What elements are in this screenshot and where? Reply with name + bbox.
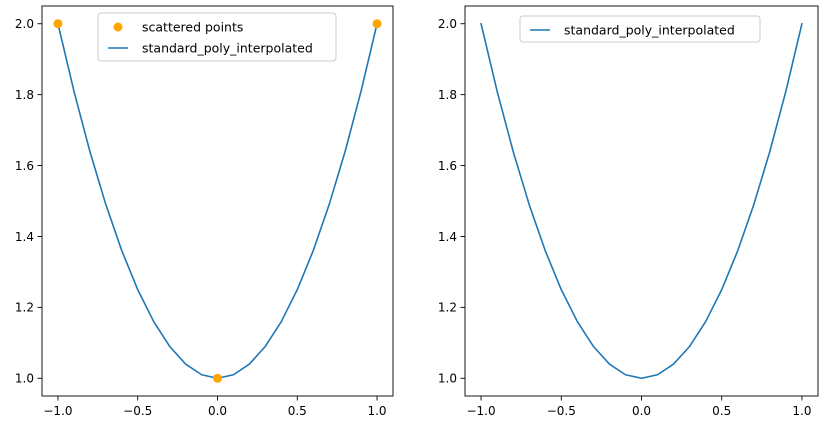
legend-entry-label: standard_poly_interpolated: [564, 23, 735, 38]
legend-entry-label: scattered points: [142, 20, 243, 35]
y-tick-label: 2.0: [15, 17, 34, 31]
legend: standard_poly_interpolated: [519, 15, 761, 43]
y-tick-label: 1.0: [15, 372, 34, 386]
series-line-1: [480, 22, 803, 380]
x-tick-label: 0.0: [632, 404, 651, 418]
y-tick-label: 1.4: [15, 230, 34, 244]
axes-frame: [464, 5, 819, 397]
y-tick-label: 1.6: [15, 159, 34, 173]
x-tick-label: 0.0: [208, 404, 227, 418]
legend-entry-label: standard_poly_interpolated: [142, 41, 313, 56]
x-tick-label: −0.5: [123, 404, 152, 418]
x-tick-label: 0.5: [288, 404, 307, 418]
legend-box: [97, 12, 337, 62]
x-tick-label: −0.5: [547, 404, 576, 418]
x-tick-label: 0.5: [712, 404, 731, 418]
y-tick-label: 1.6: [438, 159, 457, 173]
x-tick-label: 1.0: [792, 404, 811, 418]
y-tick-label: 1.2: [15, 301, 34, 315]
x-tick-label: −1.0: [466, 404, 495, 418]
y-tick-label: 2.0: [438, 17, 457, 31]
legend: scattered points standard_poly_interpolat…: [97, 12, 337, 62]
scatter-point: [53, 19, 63, 29]
scatter-point: [372, 19, 382, 29]
legend-marker: [113, 22, 123, 32]
x-tick-label: 1.0: [367, 404, 386, 418]
axes-frame: [41, 5, 394, 397]
legend-box: [519, 15, 761, 43]
y-tick-label: 1.2: [438, 301, 457, 315]
chart-panel-1: −1.0 −0.5 0.0 0.5 1.0 1.0 1.2 1.4 1.6 1.8 2.0 scatt…: [15, 5, 394, 418]
y-tick-label: 1.8: [15, 88, 34, 102]
y-tick-label: 1.0: [438, 372, 457, 386]
y-tick-label: 1.4: [438, 230, 457, 244]
chart-panel-2: −1.0 −0.5 0.0 0.5 1.0 1.0 1.2 1.4 1.6 1.8 2.0 stand…: [438, 5, 819, 418]
x-tick-label: −1.0: [43, 404, 72, 418]
scatter-point: [213, 373, 222, 383]
y-tick-label: 1.8: [438, 88, 457, 102]
series-line-2: [57, 22, 378, 380]
